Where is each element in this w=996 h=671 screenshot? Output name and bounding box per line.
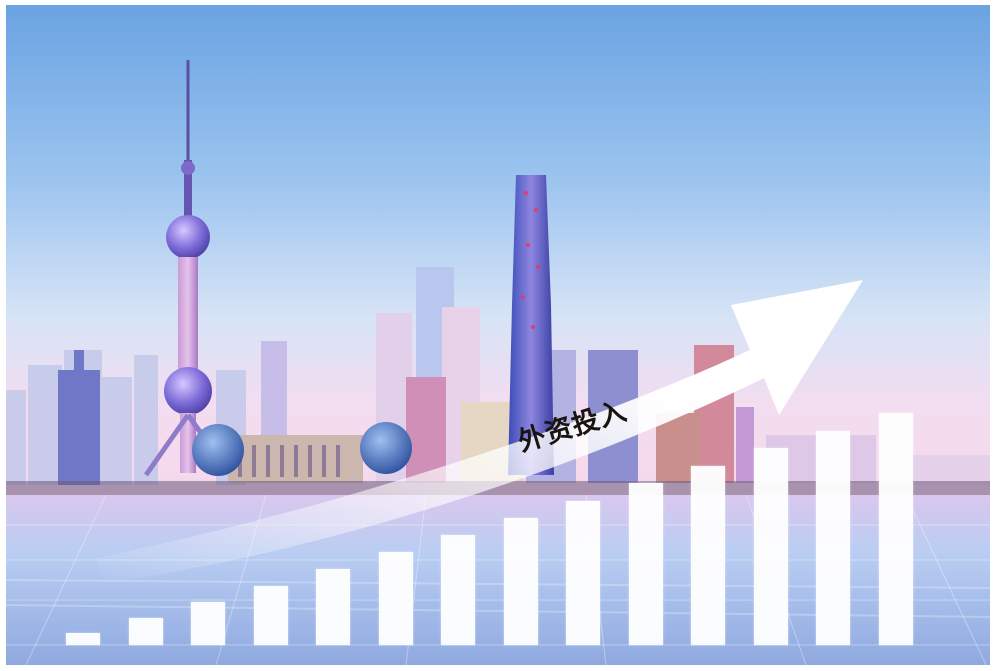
bar-4 (253, 585, 288, 645)
bar-8 (503, 518, 538, 645)
bar-12 (753, 448, 788, 645)
bar-6 (378, 552, 413, 645)
pearl-tower (143, 60, 234, 477)
growth-arrow (96, 280, 863, 583)
skyline-scene (6, 5, 990, 665)
bar-13 (816, 430, 850, 645)
bar-5 (316, 569, 350, 645)
bar-11 (691, 465, 725, 645)
image-frame: 外资投入 (6, 5, 990, 665)
bar-14 (878, 413, 913, 645)
bar-2 (128, 618, 163, 645)
arrow-body-icon (96, 280, 863, 583)
bar-10 (628, 483, 663, 645)
bar-9 (566, 500, 600, 645)
bar-7 (441, 535, 475, 645)
bar-chart-overlay (6, 5, 990, 665)
bar-3 (191, 602, 225, 645)
bar-1 (66, 633, 100, 645)
